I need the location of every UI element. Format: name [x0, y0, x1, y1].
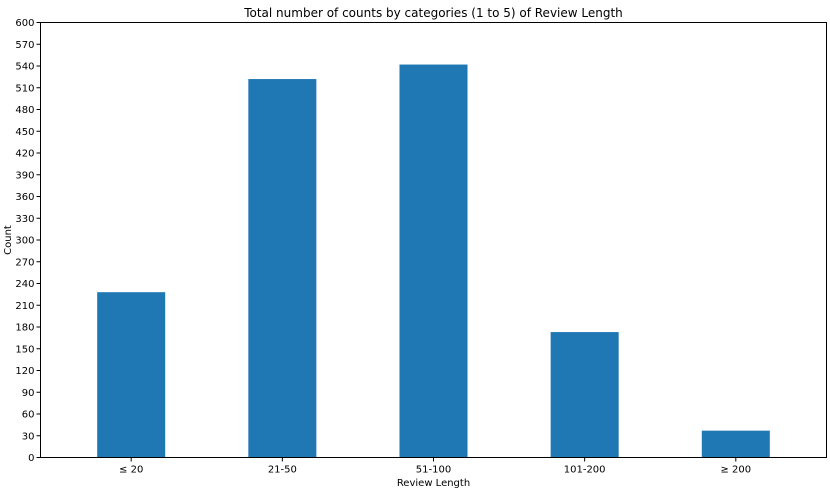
y-tick-label: 30	[22, 431, 35, 442]
bars	[97, 64, 770, 458]
y-tick-label: 210	[15, 301, 34, 312]
y-tick-label: 180	[15, 323, 34, 334]
y-tick-label: 480	[15, 105, 34, 116]
x-tick-label: 101-200	[564, 465, 606, 476]
y-tick-label: 300	[15, 236, 34, 247]
y-tick-label: 600	[15, 18, 34, 29]
y-tick-label: 450	[15, 127, 34, 138]
y-tick-label: 0	[28, 453, 34, 464]
chart-title: Total number of counts by categories (1 …	[243, 6, 623, 20]
x-axis-label: Review Length	[397, 478, 470, 489]
y-tick-label: 270	[15, 257, 34, 268]
x-tick-label: ≥ 200	[720, 465, 751, 476]
bar	[248, 79, 317, 458]
y-tick-label: 570	[15, 40, 34, 51]
y-tick-label: 60	[22, 410, 35, 421]
y-axis-label: Count	[3, 225, 14, 255]
y-tick-label: 390	[15, 170, 34, 181]
y-axis-ticks: 0 30 60 90 120 150 180 210 240 270 300 330 360 390 420…	[15, 18, 41, 464]
x-tick-label: ≤ 20	[119, 465, 143, 476]
bar	[701, 430, 770, 458]
plot-area-frame	[40, 22, 827, 458]
bar	[97, 292, 166, 458]
bar	[550, 332, 619, 458]
y-tick-label: 90	[22, 388, 35, 399]
y-tick-label: 420	[15, 149, 34, 160]
y-tick-label: 510	[15, 83, 34, 94]
y-tick-label: 360	[15, 192, 34, 203]
y-tick-label: 120	[15, 366, 34, 377]
x-axis-ticks: ≤ 20 21-50 51-100 101-200 ≥ 200	[119, 457, 751, 476]
y-tick-label: 150	[15, 344, 34, 355]
x-tick-label: 21-50	[268, 465, 297, 476]
y-tick-label: 240	[15, 279, 34, 290]
x-tick-label: 51-100	[416, 465, 451, 476]
y-tick-label: 540	[15, 62, 34, 73]
bar	[399, 64, 468, 458]
y-tick-label: 330	[15, 214, 34, 225]
